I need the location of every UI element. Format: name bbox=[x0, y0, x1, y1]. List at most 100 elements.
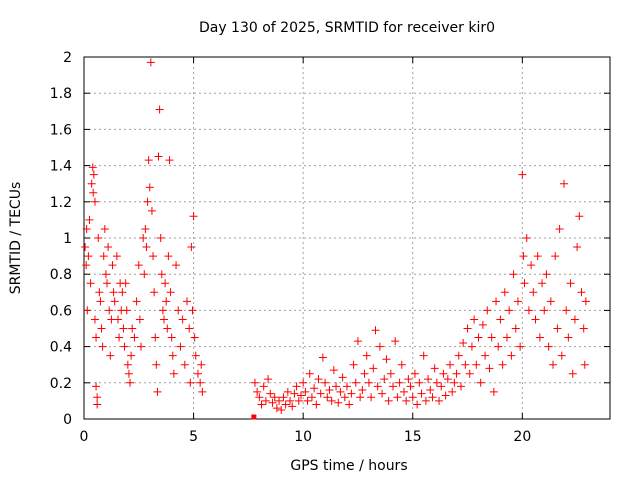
data-point bbox=[149, 252, 158, 261]
data-point bbox=[570, 315, 579, 324]
data-point bbox=[386, 369, 395, 378]
data-point bbox=[98, 342, 107, 351]
data-point bbox=[461, 360, 470, 369]
data-point bbox=[529, 288, 538, 297]
data-point bbox=[296, 391, 305, 400]
data-point bbox=[522, 234, 531, 242]
data-point bbox=[314, 375, 323, 384]
data-point bbox=[538, 279, 547, 288]
data-point bbox=[494, 342, 503, 351]
data-point bbox=[112, 252, 121, 261]
data-point bbox=[165, 156, 174, 165]
data-point bbox=[435, 396, 444, 405]
data-point bbox=[128, 324, 137, 333]
data-point bbox=[99, 252, 108, 261]
data-point bbox=[356, 393, 365, 402]
data-point bbox=[509, 270, 518, 279]
data-point bbox=[397, 360, 406, 369]
data-point bbox=[553, 324, 562, 333]
data-point bbox=[566, 279, 575, 288]
data-point bbox=[465, 369, 474, 378]
x-tick-label: 15 bbox=[404, 429, 422, 445]
data-point bbox=[89, 170, 98, 179]
data-point bbox=[327, 396, 336, 405]
data-point bbox=[196, 378, 205, 387]
data-point bbox=[275, 396, 284, 405]
data-point bbox=[446, 360, 455, 369]
y-tick-label: 1 bbox=[63, 231, 72, 247]
data-point bbox=[307, 393, 316, 402]
data-point bbox=[168, 351, 177, 360]
y-tick-label: 0.4 bbox=[50, 340, 72, 356]
data-point bbox=[353, 337, 362, 346]
data-point bbox=[150, 288, 159, 297]
y-tick-label: 1.4 bbox=[50, 159, 72, 175]
data-point bbox=[261, 396, 270, 405]
data-point bbox=[546, 297, 555, 306]
data-point bbox=[96, 297, 105, 306]
data-point bbox=[132, 297, 141, 306]
data-point bbox=[157, 270, 166, 279]
data-point bbox=[562, 306, 571, 315]
data-point bbox=[349, 360, 358, 369]
data-point bbox=[277, 405, 286, 414]
y-tick-label: 0.6 bbox=[50, 303, 72, 319]
data-point bbox=[82, 224, 91, 233]
data-point bbox=[154, 152, 163, 161]
data-point bbox=[540, 306, 549, 315]
data-point bbox=[336, 387, 345, 396]
data-point bbox=[483, 306, 492, 315]
data-point bbox=[113, 315, 122, 324]
data-point bbox=[164, 252, 173, 261]
data-point bbox=[299, 378, 308, 387]
data-point bbox=[180, 360, 189, 369]
data-point bbox=[360, 369, 369, 378]
data-point bbox=[321, 378, 330, 387]
data-point bbox=[551, 252, 560, 261]
data-point bbox=[419, 351, 428, 360]
data-point bbox=[410, 369, 419, 378]
data-point bbox=[351, 378, 360, 387]
data-point bbox=[146, 58, 155, 67]
data-point bbox=[250, 378, 259, 387]
data-point bbox=[167, 333, 176, 342]
data-point bbox=[367, 393, 376, 402]
data-point bbox=[557, 351, 566, 360]
data-point bbox=[489, 387, 498, 396]
data-point bbox=[575, 212, 584, 221]
data-point bbox=[81, 243, 90, 252]
data-point bbox=[121, 279, 130, 288]
data-point bbox=[520, 279, 529, 288]
data-point bbox=[389, 382, 398, 391]
x-tick-label: 20 bbox=[513, 429, 531, 445]
data-point bbox=[559, 179, 568, 188]
data-points bbox=[81, 58, 590, 420]
data-point bbox=[118, 288, 127, 297]
data-point bbox=[153, 387, 162, 396]
data-point bbox=[286, 396, 295, 405]
data-point bbox=[329, 366, 338, 375]
data-point bbox=[375, 342, 384, 351]
data-point bbox=[467, 342, 476, 351]
data-point bbox=[417, 389, 426, 398]
data-point bbox=[198, 387, 207, 396]
data-point bbox=[268, 398, 277, 407]
data-point bbox=[144, 156, 153, 165]
data-point bbox=[391, 337, 400, 346]
data-point bbox=[89, 188, 98, 197]
y-tick-label: 2 bbox=[63, 50, 72, 66]
data-point bbox=[498, 360, 507, 369]
data-point bbox=[452, 369, 461, 378]
data-point bbox=[251, 414, 257, 420]
data-point bbox=[474, 333, 483, 342]
data-point bbox=[362, 351, 371, 360]
data-point bbox=[92, 333, 101, 342]
data-point bbox=[443, 375, 452, 384]
y-tick-label: 1.8 bbox=[50, 86, 72, 102]
y-tick-label: 0 bbox=[63, 412, 72, 428]
data-point bbox=[186, 378, 195, 387]
data-point bbox=[135, 315, 144, 324]
x-tick-label: 0 bbox=[80, 429, 89, 445]
data-point bbox=[142, 243, 151, 252]
data-point bbox=[255, 393, 264, 402]
